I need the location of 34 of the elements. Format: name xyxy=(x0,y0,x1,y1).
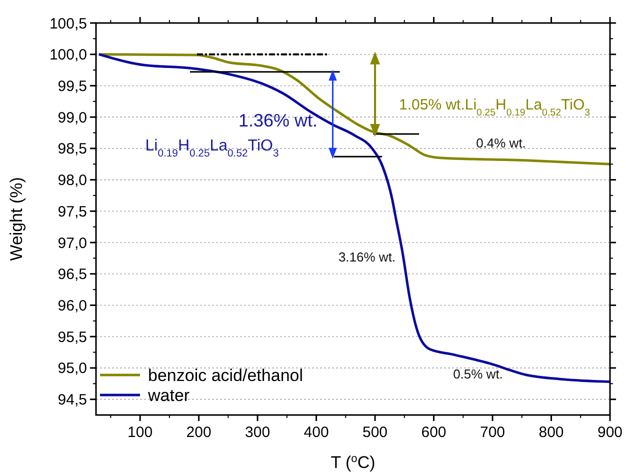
y-tick-label: 100,0 xyxy=(49,46,87,64)
y-tick-label: 94,5 xyxy=(58,392,87,409)
annotation: 0.5% wt. xyxy=(453,366,503,382)
y-tick-label: 99,5 xyxy=(58,78,87,95)
y-tick-label: 99,0 xyxy=(58,109,87,126)
x-tick-label: 700 xyxy=(480,424,506,441)
annotation: 1.05% wt.Li$_{0.25}$H$_{0.19}$La$_{0.52}$TiO$_{3}$ xyxy=(399,96,590,118)
legend-label: benzoic acid/ethanol xyxy=(148,366,304,385)
x-tick-label: 800 xyxy=(538,424,564,441)
line-series xyxy=(98,53,612,384)
legend-label: water xyxy=(147,386,190,405)
annotation: 0.4% wt. xyxy=(476,136,526,151)
x-tick-label: 200 xyxy=(186,424,212,441)
y-tick-label: 100,5 xyxy=(49,15,87,32)
x-tick-label: 400 xyxy=(304,424,329,441)
annotation: Li$_{0.19}$H$_{0.25}$La$_{0.52}$TiO$_{3}$ xyxy=(145,138,279,160)
y-tick-label: 96,5 xyxy=(58,266,87,284)
x-tick-label: 900 xyxy=(597,424,623,441)
x-tick-label: 300 xyxy=(245,424,270,441)
annotation: 3.16% wt. xyxy=(338,250,396,265)
y-tick-label: 97,0 xyxy=(58,234,87,252)
y-axis-title: Weight (%) xyxy=(7,177,26,261)
x-tick-label: 500 xyxy=(362,424,388,441)
y-tick-label: 95,5 xyxy=(58,328,87,346)
y-tick-label: 98,0 xyxy=(58,172,87,190)
x-tick-label: 100 xyxy=(128,424,153,441)
y-tick-label: 96,0 xyxy=(58,297,87,314)
x-axis-title: T ($^{o}$C) xyxy=(330,453,376,472)
y-tick-label: 98,5 xyxy=(58,140,87,158)
line-series xyxy=(98,53,612,166)
y-tick-label: 95,0 xyxy=(58,360,87,378)
y-tick-label: 97,5 xyxy=(58,203,87,220)
annotation: 1.36% wt. xyxy=(238,110,318,130)
x-tick-label: 600 xyxy=(421,424,446,441)
